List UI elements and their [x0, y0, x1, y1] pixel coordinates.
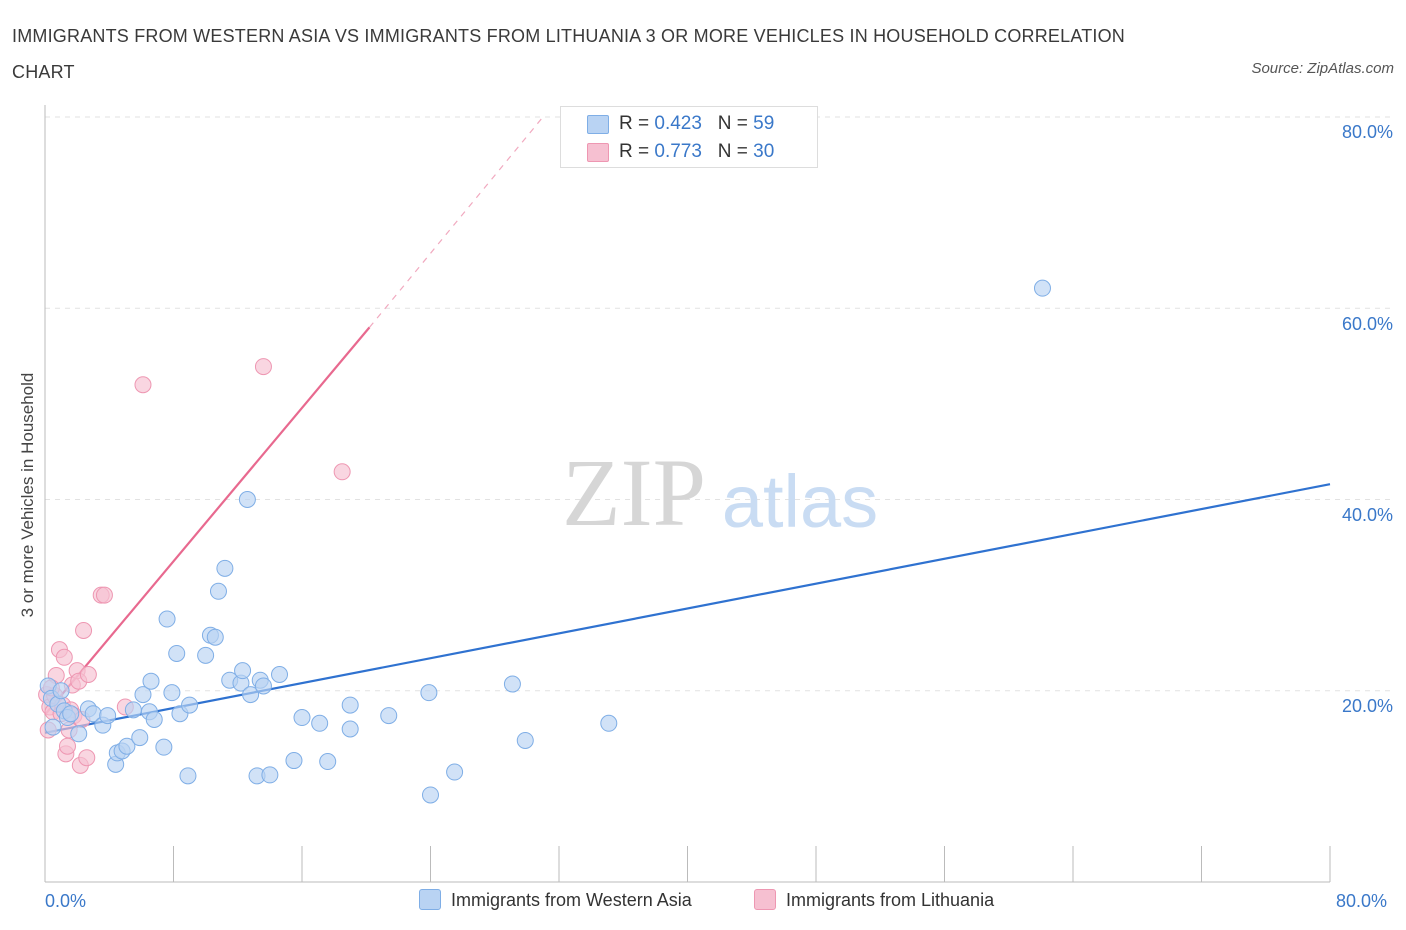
watermark-zip: ZIP [562, 439, 706, 546]
chart-title: IMMIGRANTS FROM WESTERN ASIA VS IMMIGRAN… [12, 26, 1125, 82]
western-asia-point [124, 701, 142, 719]
bottom-legend-label: Immigrants from Lithuania [786, 890, 995, 910]
y-tick-60: 60.0% [1341, 314, 1393, 334]
western-asia-point [234, 662, 252, 680]
western-asia-point [206, 628, 224, 646]
western-asia-point [131, 729, 149, 747]
western-asia-point [179, 767, 197, 785]
legend-r-label: R = [619, 141, 655, 162]
lithuania-trend-extension [368, 116, 544, 328]
western-asia-point [158, 610, 176, 628]
grid-lines [45, 116, 1392, 692]
western-asia-point [181, 696, 199, 714]
legend-r-value: 0.423 [654, 113, 702, 134]
western-asia-point [216, 559, 234, 577]
y-axis-label: 3 or more Vehicles in Household [18, 372, 37, 618]
western-asia-points [39, 279, 1051, 804]
lithuania-swatch [754, 889, 776, 910]
western-asia-point [341, 720, 359, 738]
legend-n-value: 30 [753, 141, 775, 162]
legend-r-label: R = [619, 113, 655, 134]
western-asia-point [99, 707, 117, 725]
western-asia-point [242, 686, 260, 704]
western-asia-point [163, 684, 181, 702]
y-tick-40: 40.0% [1341, 505, 1393, 525]
bottom-legend-label: Immigrants from Western Asia [451, 890, 692, 910]
lithuania-point [55, 648, 73, 666]
western-asia-point [1033, 279, 1051, 297]
western-asia-point [52, 682, 70, 700]
lithuania-point [78, 749, 96, 767]
western-asia-point [62, 705, 80, 723]
bottom-legend-western-asia: Immigrants from Western Asia [419, 889, 692, 911]
western-asia-point [341, 696, 359, 714]
western-asia-point [293, 709, 311, 727]
western-asia-point [380, 707, 398, 725]
bottom-legend-lithuania: Immigrants from Lithuania [754, 889, 994, 911]
correlation-legend: R = 0.423 N = 59 R = 0.773 N = 30 [560, 106, 818, 168]
legend-r-value: 0.773 [654, 141, 702, 162]
lithuania-trend-line [44, 326, 371, 716]
western-asia-point [142, 672, 160, 690]
western-asia-point [209, 582, 227, 600]
x-tick-max: 80.0% [1336, 891, 1388, 911]
legend-n-label: N = [717, 141, 754, 162]
western-asia-swatch [419, 889, 441, 910]
western-asia-point [261, 766, 279, 784]
y-tick-80: 80.0% [1341, 122, 1393, 142]
western-asia-point [503, 675, 521, 693]
trend-lines [44, 116, 1331, 734]
western-asia-point [197, 646, 215, 664]
legend-n-label: N = [717, 113, 754, 134]
western-asia-point [238, 491, 256, 508]
western-asia-point [134, 686, 152, 704]
western-asia-point [422, 786, 439, 804]
legend-n-value: 59 [753, 113, 775, 134]
western-asia-point [145, 710, 163, 728]
western-asia-point [420, 684, 438, 702]
western-asia-swatch [587, 115, 609, 134]
source-label: Source: ZipAtlas.com [1251, 60, 1394, 77]
y-tick-20: 20.0% [1341, 696, 1393, 716]
western-asia-point [70, 725, 88, 743]
watermark-atlas: atlas [722, 460, 878, 543]
western-asia-point [44, 718, 62, 736]
western-asia-point [168, 644, 186, 662]
western-asia-point [155, 738, 173, 756]
lithuania-point [75, 622, 93, 640]
lithuania-point [58, 737, 76, 755]
x-tick-min: 0.0% [45, 891, 87, 911]
lithuania-point [333, 463, 351, 481]
western-asia-point [285, 752, 303, 770]
lithuania-swatch [587, 143, 609, 162]
watermark: ZIP atlas [562, 439, 878, 546]
lithuania-point [254, 358, 272, 376]
western-asia-point [446, 763, 464, 781]
western-asia-point [254, 677, 272, 695]
western-asia-point [271, 665, 289, 683]
lithuania-point [95, 586, 113, 604]
western-asia-point [311, 714, 329, 732]
lithuania-point [79, 665, 97, 683]
western-asia-point [600, 714, 618, 732]
lithuania-point [134, 376, 152, 394]
western-asia-point [516, 731, 534, 749]
western-asia-point [319, 753, 337, 771]
western-asia-point [118, 737, 136, 755]
axes [44, 105, 1331, 883]
